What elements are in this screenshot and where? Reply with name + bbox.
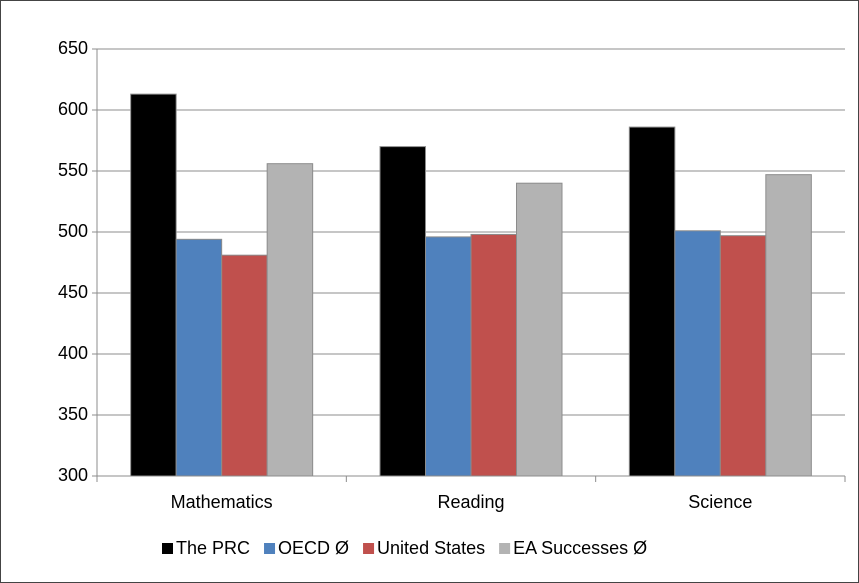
x-tick-label: Reading: [437, 492, 504, 512]
bar: [765, 174, 812, 477]
legend-label: United States: [377, 538, 485, 558]
y-tick-label: 450: [58, 282, 88, 302]
bar: [516, 182, 563, 477]
legend-label: EA Successes Ø: [513, 538, 647, 558]
y-tick-label: 650: [58, 38, 88, 58]
y-tick-label: 500: [58, 221, 88, 241]
bar: [379, 146, 426, 477]
legend-swatch: [363, 543, 375, 554]
y-tick-label: 350: [58, 404, 88, 424]
y-tick-label: 400: [58, 343, 88, 363]
bar: [674, 230, 721, 477]
y-tick-label: 550: [58, 160, 88, 180]
bar: [130, 93, 177, 477]
y-tick-label: 600: [58, 99, 88, 119]
bar: [470, 233, 517, 477]
x-tick-label: Mathematics: [171, 492, 273, 512]
legend-label: OECD Ø: [278, 538, 349, 558]
legend-swatch: [499, 543, 511, 554]
bar: [719, 235, 767, 477]
x-tick-label: Science: [688, 492, 752, 512]
legend-label: The PRC: [176, 538, 250, 558]
bar: [425, 236, 472, 477]
bar: [628, 126, 676, 477]
bar: [266, 163, 314, 477]
legend-swatch: [162, 543, 173, 554]
bar: [175, 238, 223, 477]
y-tick-label: 300: [58, 465, 88, 485]
legend-swatch: [264, 543, 276, 554]
bar: [221, 254, 268, 477]
